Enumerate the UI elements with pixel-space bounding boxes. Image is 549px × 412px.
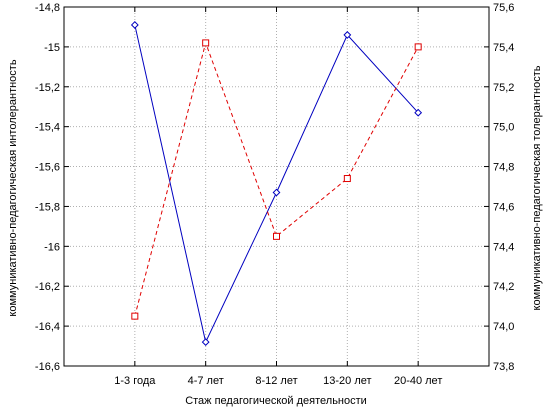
left-tick-label: -15,8 [35, 201, 60, 213]
data-point-diamond [272, 188, 281, 197]
left-tick-label: -15,2 [35, 82, 60, 94]
x-tick-label: 20-40 лет [394, 375, 442, 387]
x-tick-label: 1-3 года [114, 375, 156, 387]
axis-ticks [64, 6, 489, 367]
left-tick-label: -15 [44, 42, 60, 54]
x-tick-label: 8-12 лет [255, 375, 297, 387]
data-point-diamond [130, 21, 139, 29]
x-tick-label: 4-7 лет [188, 375, 224, 387]
right-tick-label: 74,6 [493, 201, 514, 213]
right-tick-label: 74,8 [493, 162, 514, 174]
left-axis-title: коммуникативно-педагогическая интолерант… [7, 59, 19, 316]
right-tick-label: 75,2 [493, 82, 514, 94]
left-tick-label: -16,2 [35, 281, 60, 293]
data-point-square [273, 232, 280, 240]
right-tick-label: 74,2 [493, 281, 514, 293]
left-axis-tick-labels: -14,8 -15 -15,2 -15,4 -15,6 -15,8 -16 -16,2 -16,… [35, 2, 60, 373]
right-axis-title: коммуникативно-педагогическая толерантно… [531, 65, 543, 310]
x-tick-label: 13-20 лет [323, 375, 371, 387]
series [130, 21, 423, 346]
left-tick-label: -15,6 [35, 162, 60, 174]
grid-lines [64, 7, 489, 366]
series-line-left [134, 24, 419, 344]
x-axis-tick-labels: 1-3 года 4-7 лет 8-12 лет 13-20 лет 20-40 ле… [114, 375, 442, 387]
data-point-square [131, 312, 139, 320]
data-point-square [414, 43, 422, 51]
right-tick-label: 75,0 [493, 122, 514, 134]
x-axis-title: Стаж педагогической деятельности [185, 395, 367, 407]
data-point-diamond [343, 31, 352, 39]
data-point-square [202, 39, 210, 47]
data-point-square [343, 175, 351, 183]
right-tick-label: 73,8 [493, 361, 514, 373]
data-point-diamond [201, 338, 210, 346]
left-tick-label: -15,4 [35, 122, 60, 134]
left-tick-label: -14,8 [35, 2, 60, 14]
left-tick-label: -16 [44, 241, 60, 253]
right-axis-tick-labels: 75,6 75,4 75,2 75,0 74,8 74,6 74,4 74,2 74,0 73,8 [493, 2, 514, 373]
right-tick-label: 75,6 [493, 2, 514, 14]
series-line-right [134, 41, 419, 317]
right-tick-label: 74,4 [493, 241, 514, 253]
right-tick-label: 74,0 [493, 321, 514, 333]
left-tick-label: -16,4 [35, 321, 60, 333]
left-tick-label: -16,6 [35, 361, 60, 373]
right-tick-label: 75,4 [493, 42, 514, 54]
plot-frame [63, 6, 490, 367]
data-point-diamond [414, 108, 423, 117]
